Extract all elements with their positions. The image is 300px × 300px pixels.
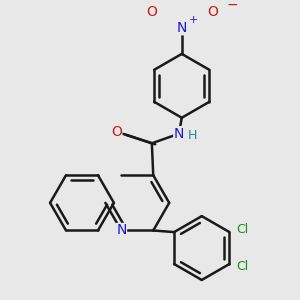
Text: O: O xyxy=(146,5,157,19)
Text: Cl: Cl xyxy=(237,260,249,273)
Text: O: O xyxy=(111,125,122,139)
Text: H: H xyxy=(188,129,198,142)
Text: Cl: Cl xyxy=(237,224,249,236)
Text: +: + xyxy=(189,15,198,25)
Text: −: − xyxy=(226,0,238,12)
Text: N: N xyxy=(174,127,184,141)
Text: N: N xyxy=(177,21,187,35)
Text: N: N xyxy=(116,224,127,238)
Text: O: O xyxy=(207,5,218,19)
